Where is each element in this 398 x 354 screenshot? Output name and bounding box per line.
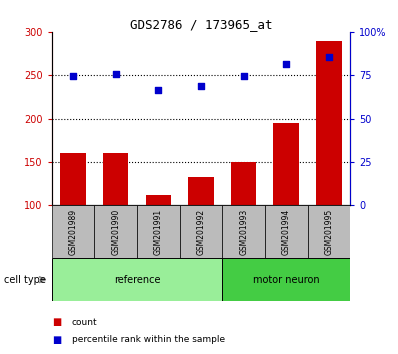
Text: GSM201994: GSM201994 — [282, 209, 291, 255]
Text: reference: reference — [114, 275, 160, 285]
Text: motor neuron: motor neuron — [253, 275, 320, 285]
Bar — [273, 123, 299, 292]
Point — [240, 73, 247, 79]
Text: GSM201991: GSM201991 — [154, 209, 163, 255]
Bar — [103, 153, 129, 292]
Bar — [146, 195, 171, 292]
Bar — [94, 205, 137, 258]
Bar — [52, 205, 94, 258]
Bar — [222, 205, 265, 258]
Bar — [60, 153, 86, 292]
Text: cell type: cell type — [4, 275, 46, 285]
Point — [113, 72, 119, 77]
Text: GSM201990: GSM201990 — [111, 209, 120, 255]
Text: ■: ■ — [52, 335, 61, 345]
Bar — [308, 205, 350, 258]
Bar — [231, 162, 256, 292]
Point — [155, 87, 162, 93]
Point — [70, 73, 76, 79]
Text: GSM201995: GSM201995 — [324, 209, 334, 255]
Text: GSM201993: GSM201993 — [239, 209, 248, 255]
Text: GSM201992: GSM201992 — [197, 209, 205, 255]
Bar — [179, 205, 222, 258]
Bar — [265, 205, 308, 258]
Point — [326, 54, 332, 60]
Point — [198, 83, 204, 88]
Bar — [316, 41, 342, 292]
Bar — [222, 258, 350, 301]
Text: count: count — [72, 318, 97, 327]
Title: GDS2786 / 173965_at: GDS2786 / 173965_at — [130, 18, 272, 31]
Bar — [52, 258, 222, 301]
Text: percentile rank within the sample: percentile rank within the sample — [72, 335, 225, 344]
Text: GSM201989: GSM201989 — [68, 209, 78, 255]
Bar — [188, 177, 214, 292]
Point — [283, 61, 289, 67]
Text: ■: ■ — [52, 317, 61, 327]
Bar — [137, 205, 179, 258]
